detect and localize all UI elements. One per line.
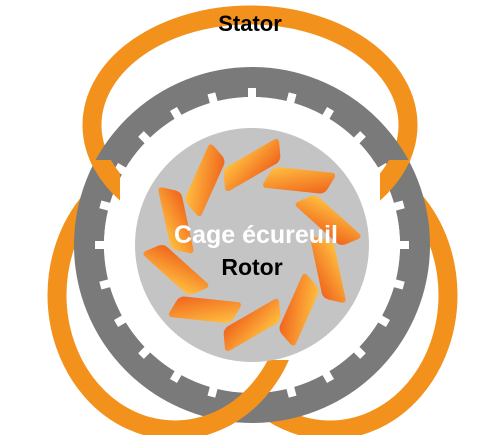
stator-coils-front [89,160,411,435]
stator-slot [138,131,154,147]
stator-slot [350,343,366,359]
stator-slot [320,366,334,383]
rotor-bar [279,273,319,346]
rotor-bar [223,138,281,192]
stator-label: Stator [218,11,282,36]
stator-slot [99,278,115,290]
rotor-bar [168,296,241,323]
rotor-bar [295,195,361,245]
rotor-bar [223,298,281,352]
stator-slot [285,382,297,398]
rotor-bar [263,167,336,194]
rotor-bar [185,144,225,217]
stator-slot [138,343,154,359]
stator-slot [373,313,390,327]
stator-slot [320,107,334,124]
rotor-bar [143,245,209,295]
rotor-bar [158,187,194,254]
rotor-bars [143,138,361,352]
stator-slot [114,163,131,177]
cage-label: Cage écureuil [174,221,338,249]
stator-slot [114,313,131,327]
stator-slot [395,241,409,249]
stator-slot [248,88,256,102]
stator-slot [389,278,405,290]
stator-slot [170,107,184,124]
stator-slot [99,200,115,212]
rotor-bar [310,236,346,303]
stator-slot [350,131,366,147]
stator-slot [170,366,184,383]
stator-slot [285,92,297,108]
rotor-label: Rotor [221,254,282,280]
stator-slot [95,241,109,249]
stator-slot [207,382,219,398]
coil-left-overlap-bottom [150,360,289,435]
stator-slot [207,92,219,108]
stator-slot [389,200,405,212]
